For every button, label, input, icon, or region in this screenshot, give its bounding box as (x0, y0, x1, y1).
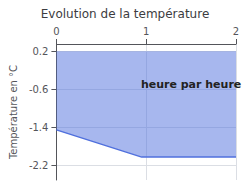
svg-text:Température en °C: Température en °C (8, 65, 19, 160)
svg-text:0: 0 (53, 26, 59, 37)
svg-text:-2.2: -2.2 (29, 160, 49, 171)
svg-text:heure par heure: heure par heure (141, 78, 241, 91)
svg-text:-1.4: -1.4 (29, 122, 49, 133)
svg-text:1: 1 (143, 26, 149, 37)
svg-text:Evolution de la température: Evolution de la température (41, 7, 210, 21)
svg-text:0.2: 0.2 (33, 46, 49, 57)
svg-text:2: 2 (233, 26, 239, 37)
svg-text:-0.6: -0.6 (29, 84, 49, 95)
